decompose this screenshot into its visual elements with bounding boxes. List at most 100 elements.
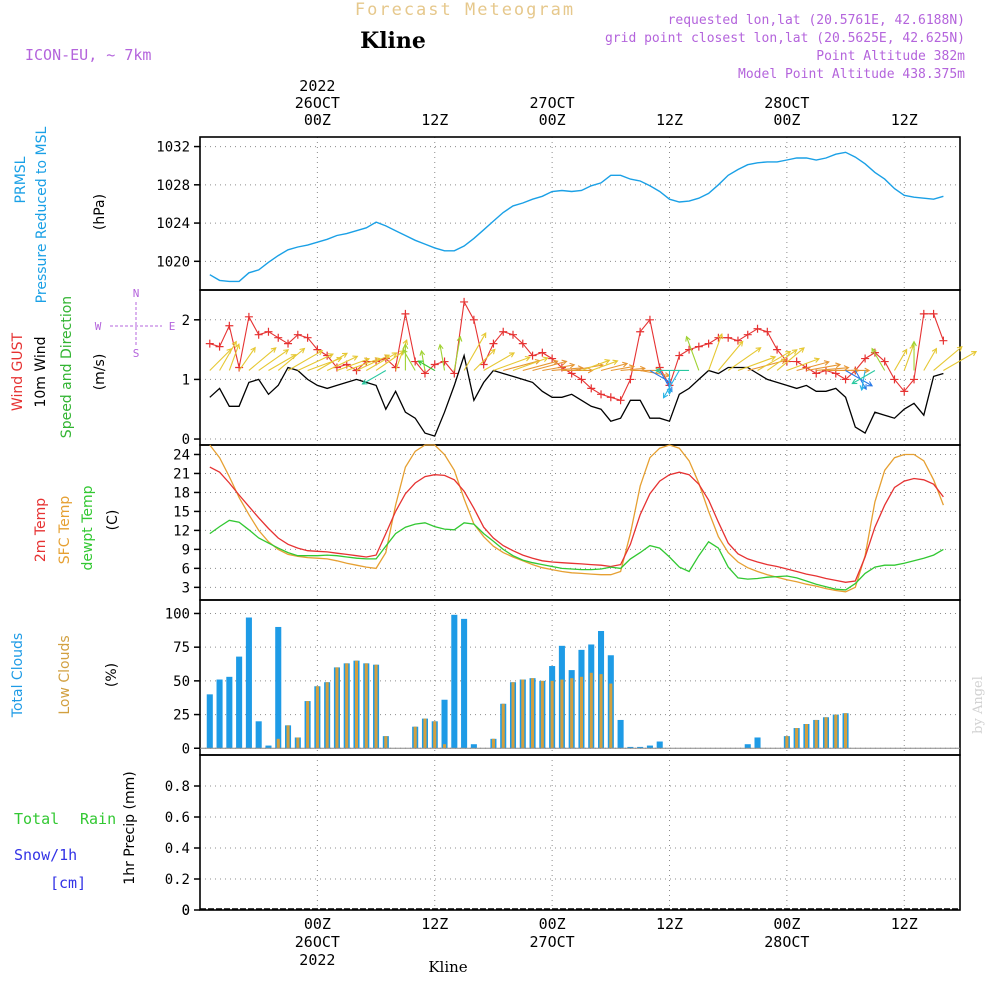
- compass-icon: N W E S: [95, 287, 176, 360]
- wind-arrow-head: [283, 349, 290, 355]
- model-label: ICON-EU, ~ 7km: [25, 46, 151, 64]
- wind-direction-arrow: [317, 352, 348, 371]
- wind-labels: Wind GUST 10m Wind Speed and Direction (…: [10, 287, 175, 438]
- gust-marker: [616, 396, 625, 405]
- bottom-time-label: 00Z: [773, 915, 800, 933]
- low-cloud-bar: [531, 678, 535, 749]
- gust-marker: [733, 336, 742, 345]
- wind-direction-arrow: [708, 333, 723, 371]
- low-cloud-bar: [491, 738, 495, 749]
- sfc-temp-line: [209, 444, 945, 593]
- low-cloud-bar: [804, 724, 808, 749]
- gust-marker: [489, 339, 498, 348]
- footer-location: Kline: [428, 958, 467, 976]
- low-cloud-bar: [384, 736, 388, 749]
- low-cloud-bar: [433, 721, 437, 749]
- wind-direction-arrow: [542, 364, 575, 372]
- low-cloud-bar: [423, 718, 427, 749]
- low-cloud-bar: [345, 663, 349, 749]
- panel-frame: [199, 754, 961, 911]
- wind-direction-arrow: [402, 349, 416, 371]
- wind-direction-arrow: [375, 350, 405, 371]
- gridpoint-coords: grid point closest lon,lat (20.5625E, 42…: [605, 31, 965, 46]
- gust-marker: [469, 315, 478, 324]
- wind-direction-arrow: [297, 353, 334, 371]
- requested-coords: requested lon,lat (20.5761E, 42.6188N): [668, 13, 965, 28]
- low-cloud-bar: [364, 663, 368, 749]
- wind-direction-arrow: [346, 357, 380, 371]
- t2m-line: [209, 466, 944, 583]
- gust-marker: [587, 384, 596, 393]
- y-tick-label: 0: [182, 903, 190, 919]
- low-cloud-bar: [335, 667, 339, 749]
- top-time-label: 12Z: [421, 111, 448, 129]
- gust-marker: [626, 375, 635, 384]
- wind-arrow-head: [250, 346, 256, 353]
- temp-label-dew: dewpt Temp: [80, 485, 96, 570]
- total-cloud-bar: [255, 721, 262, 749]
- cloud-label-unit: (%): [104, 663, 120, 687]
- wind-arrow-head: [628, 364, 635, 370]
- wind-arrow-head: [364, 357, 371, 363]
- gust-marker: [900, 387, 909, 396]
- wind-arrow-head: [402, 343, 409, 350]
- wind-direction-arrow: [493, 356, 530, 371]
- wind-direction-arrow: [268, 354, 297, 371]
- wind-arrow-head: [231, 340, 237, 347]
- wind-speed-line: [209, 353, 944, 437]
- pressure-labels: PRMSL Pressure Reduced to MSL (hPa): [13, 126, 108, 303]
- wind-direction-arrow: [893, 349, 908, 371]
- bottom-time-label: 00Z: [539, 915, 566, 933]
- top-time-label: 12Z: [891, 111, 918, 129]
- wind-direction-arrow: [287, 350, 323, 371]
- wind-direction-arrow: [258, 349, 289, 371]
- wind-arrow-head: [871, 347, 877, 354]
- top-time-label: 00Z: [304, 111, 331, 129]
- cloud-label-total: Total Clouds: [10, 633, 26, 718]
- y-tick-label: 0.4: [165, 841, 190, 857]
- wind-arrow-head: [336, 356, 343, 363]
- model-altitude: Model Point Altitude 438.375m: [738, 67, 965, 82]
- top-time-label: 00Z: [773, 111, 800, 129]
- wind-direction-arrow: [845, 370, 873, 387]
- wind-direction-arrow: [806, 364, 841, 372]
- wind-arrow-head: [317, 350, 324, 356]
- gust-marker: [890, 375, 899, 384]
- total-cloud-bar: [245, 617, 252, 749]
- pressure-label-unit: (hPa): [92, 194, 108, 230]
- low-cloud-bar: [276, 738, 280, 749]
- wind-arrow-head: [685, 335, 691, 342]
- bottom-time-label: 26OCT: [295, 933, 340, 951]
- gust-marker: [479, 360, 488, 369]
- wind-arrow-head: [971, 351, 978, 357]
- total-cloud-bar: [451, 614, 458, 749]
- dewpoint-line: [209, 519, 944, 591]
- wind-direction-arrow: [943, 351, 977, 371]
- gust-marker: [861, 354, 870, 363]
- low-cloud-bar: [795, 728, 799, 749]
- gust-marker: [704, 339, 713, 348]
- gust-marker: [792, 357, 801, 366]
- wind-arrow-head: [417, 360, 424, 366]
- temperature-labels: 2m Temp SFC Temp dewpt Temp (C): [33, 485, 121, 570]
- wind-arrow-head: [662, 392, 669, 399]
- wind-arrow-head: [791, 349, 798, 355]
- y-tick-label: 21: [173, 466, 190, 482]
- wind-arrow-head: [911, 340, 917, 347]
- wind-direction-arrow: [463, 332, 487, 371]
- low-cloud-bar: [844, 713, 848, 749]
- cloud-labels: Total Clouds Low Clouds (%): [10, 633, 120, 718]
- wind-arrow-head: [785, 351, 792, 357]
- top-time-label: 00Z: [539, 111, 566, 129]
- low-cloud-bar: [501, 703, 505, 749]
- gust-marker: [401, 309, 410, 318]
- gust-marker: [597, 390, 606, 399]
- y-tick-label: 2: [182, 313, 190, 329]
- wind-arrow-head: [270, 347, 277, 353]
- wind-direction-arrow: [591, 360, 618, 371]
- total-cloud-bar: [461, 618, 468, 749]
- precip-label-rain: Rain: [80, 810, 116, 828]
- gust-marker: [420, 369, 429, 378]
- wind-direction-arrow: [737, 356, 776, 371]
